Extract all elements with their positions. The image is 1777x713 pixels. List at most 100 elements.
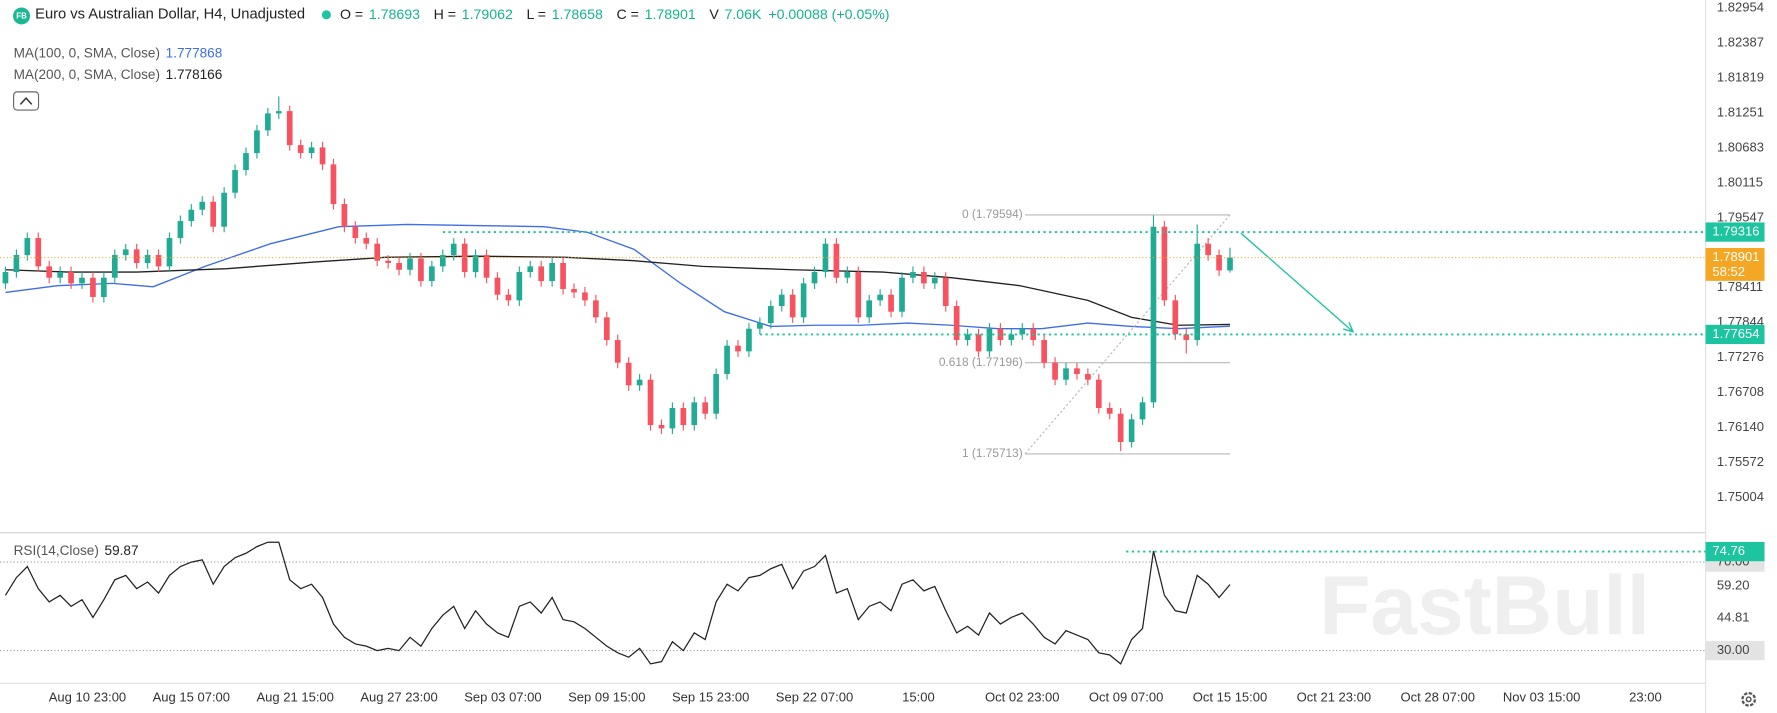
candle-body (910, 272, 916, 278)
candle-body (374, 243, 381, 261)
market-status-dot (321, 10, 331, 20)
candle-body (1194, 243, 1201, 341)
last-price-text: 1.78901 (1712, 249, 1759, 264)
y-tick-box (1705, 640, 1765, 661)
candle-body (111, 255, 118, 278)
candle-body (1095, 379, 1102, 409)
candle-body (352, 226, 359, 239)
candle-body (571, 289, 577, 293)
rsi-level-box (1705, 541, 1765, 562)
candle-body (122, 249, 129, 256)
stat-label: L = (527, 7, 547, 23)
y-tick-label: 59.20 (1717, 577, 1750, 592)
candle-body (866, 300, 873, 318)
candle-body (210, 201, 217, 227)
candle-body (144, 255, 151, 263)
y-tick-label: 1.80683 (1717, 139, 1764, 154)
candle-body (735, 345, 741, 352)
candle-body (603, 317, 610, 341)
candle-body (275, 111, 282, 114)
candle-body (68, 272, 74, 284)
candle-body (680, 408, 687, 426)
candle-body (308, 147, 315, 154)
last-price-box (1705, 247, 1765, 281)
candle-body (614, 340, 621, 363)
candle-body (899, 277, 905, 312)
candle-body (505, 294, 512, 301)
x-tick-label: Nov 03 15:00 (1503, 690, 1580, 705)
symbol-badge-text: FB (16, 12, 27, 21)
candle-body (1139, 402, 1146, 420)
x-tick-label: Sep 22 07:00 (776, 690, 853, 705)
y-tick-label: 1.76708 (1717, 384, 1764, 399)
candle-body (418, 258, 424, 282)
y-tick-label: 1.76140 (1717, 419, 1764, 434)
candle-body (800, 283, 807, 318)
fib-level-label: 1 (1.75713) (962, 446, 1023, 460)
candle-body (702, 402, 709, 414)
x-tick-label: Oct 09 07:00 (1089, 690, 1164, 705)
candle-body (1150, 226, 1157, 403)
x-tick-label: Sep 09 15:00 (568, 690, 645, 705)
candle-body (658, 425, 665, 429)
candle-body (483, 255, 490, 278)
candle-body (101, 277, 107, 297)
candle-body (297, 145, 304, 154)
indicator-legend: MA(100, 0, SMA, Close) 1.777868 (14, 45, 223, 60)
y-tick-label: 1.81819 (1717, 69, 1764, 84)
level-box (1705, 324, 1765, 345)
y-tick-label: 1.75004 (1717, 489, 1764, 504)
y-tick-label: 1.77276 (1717, 349, 1764, 364)
candle-body (1205, 243, 1211, 256)
rsi-legend: RSI(14,Close) 59.87 (14, 542, 139, 557)
candle-body (265, 113, 271, 131)
candle-body (341, 204, 348, 227)
candle-body (57, 272, 63, 278)
candle-body (199, 201, 206, 210)
x-tick-label: 15:00 (902, 690, 935, 705)
x-tick-label: Aug 21 15:00 (256, 690, 333, 705)
candle-body (363, 238, 370, 244)
candle-body (1019, 328, 1026, 335)
watermark: FastBull (1319, 558, 1650, 652)
candle-body (472, 255, 479, 273)
level-text: 1.79316 (1712, 224, 1759, 239)
candle-body (1106, 408, 1113, 414)
candle-body (855, 272, 862, 318)
stat-value: 1.79062 (462, 7, 513, 23)
collapse-icon (19, 97, 33, 105)
settings-button[interactable] (1741, 691, 1757, 707)
x-tick-label: Oct 28 07:00 (1400, 690, 1475, 705)
fib-level-label: 0.618 (1.77196) (939, 355, 1023, 369)
chart-title[interactable]: Euro vs Australian Dollar, H4, Unadjuste… (35, 7, 305, 23)
candle-body (79, 277, 85, 284)
candle-body (625, 362, 632, 386)
indicator-name: MA(100, 0, SMA, Close) (14, 45, 160, 60)
candle-body (833, 243, 840, 278)
candle-body (221, 192, 227, 227)
x-tick-label: Oct 21 23:00 (1297, 690, 1372, 705)
candle-body (188, 209, 195, 222)
candle-body (942, 277, 949, 307)
candle-body (822, 243, 829, 273)
x-tick-label: Oct 02 23:00 (985, 690, 1060, 705)
candle-body (986, 328, 993, 352)
candle-body (1216, 255, 1222, 271)
level-text: 1.77654 (1712, 326, 1759, 341)
collapse-button[interactable] (13, 91, 40, 111)
candle-body (669, 408, 676, 429)
candle-body (46, 266, 53, 278)
stat-label: C = (617, 7, 639, 23)
candle-body (1063, 368, 1069, 380)
candle-body (1227, 257, 1233, 271)
y-tick-label: 1.75572 (1717, 454, 1764, 469)
candle-body (1128, 419, 1135, 443)
stat-label: H = (434, 7, 456, 23)
candle-body (286, 111, 293, 146)
x-tick-label: Aug 10 23:00 (49, 690, 126, 705)
x-tick-label: Sep 15 23:00 (672, 690, 749, 705)
candle-body (647, 379, 654, 426)
y-tick-label: 44.81 (1717, 609, 1750, 624)
